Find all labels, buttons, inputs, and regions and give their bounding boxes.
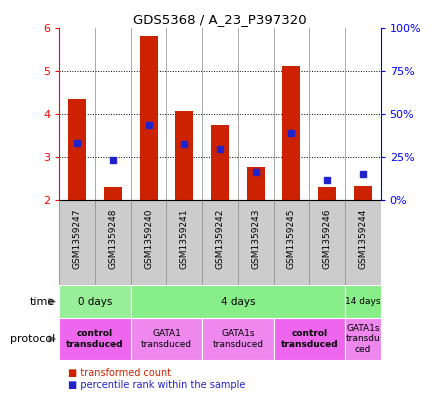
Bar [354,186,372,200]
Text: GSM1359246: GSM1359246 [323,209,332,269]
Text: 14 days: 14 days [345,297,381,306]
Text: control
transduced: control transduced [66,329,124,349]
Text: GSM1359244: GSM1359244 [358,209,367,269]
Text: GSM1359242: GSM1359242 [216,209,224,269]
Bar [211,125,229,200]
Bar [131,318,202,360]
Bar [131,285,345,318]
Bar [247,167,264,200]
Text: GSM1359241: GSM1359241 [180,209,189,269]
Text: GSM1359248: GSM1359248 [108,209,117,269]
Text: 4 days: 4 days [220,297,255,307]
Title: GDS5368 / A_23_P397320: GDS5368 / A_23_P397320 [133,13,307,26]
Text: time: time [30,297,55,307]
Text: 0 days: 0 days [78,297,112,307]
Text: protocol: protocol [10,334,55,344]
Text: GSM1359245: GSM1359245 [287,209,296,269]
Bar [282,66,300,200]
Text: GATA1s
transduced: GATA1s transduced [212,329,264,349]
Text: ■ transformed count: ■ transformed count [68,368,171,378]
Bar [345,318,381,360]
Text: GATA1s
transdu
ced: GATA1s transdu ced [345,324,380,354]
Bar [68,99,86,200]
Bar [274,318,345,360]
Text: GSM1359240: GSM1359240 [144,209,153,269]
Text: GATA1
transduced: GATA1 transduced [141,329,192,349]
Bar [59,318,131,360]
Text: control
transduced: control transduced [280,329,338,349]
Bar [139,36,158,200]
Text: ■ percentile rank within the sample: ■ percentile rank within the sample [68,380,246,390]
Text: GSM1359247: GSM1359247 [73,209,82,269]
Bar [59,285,131,318]
Text: GSM1359243: GSM1359243 [251,209,260,269]
Bar [176,110,193,200]
Bar [104,187,122,200]
Bar [202,318,274,360]
Bar [318,187,336,200]
Bar [345,285,381,318]
